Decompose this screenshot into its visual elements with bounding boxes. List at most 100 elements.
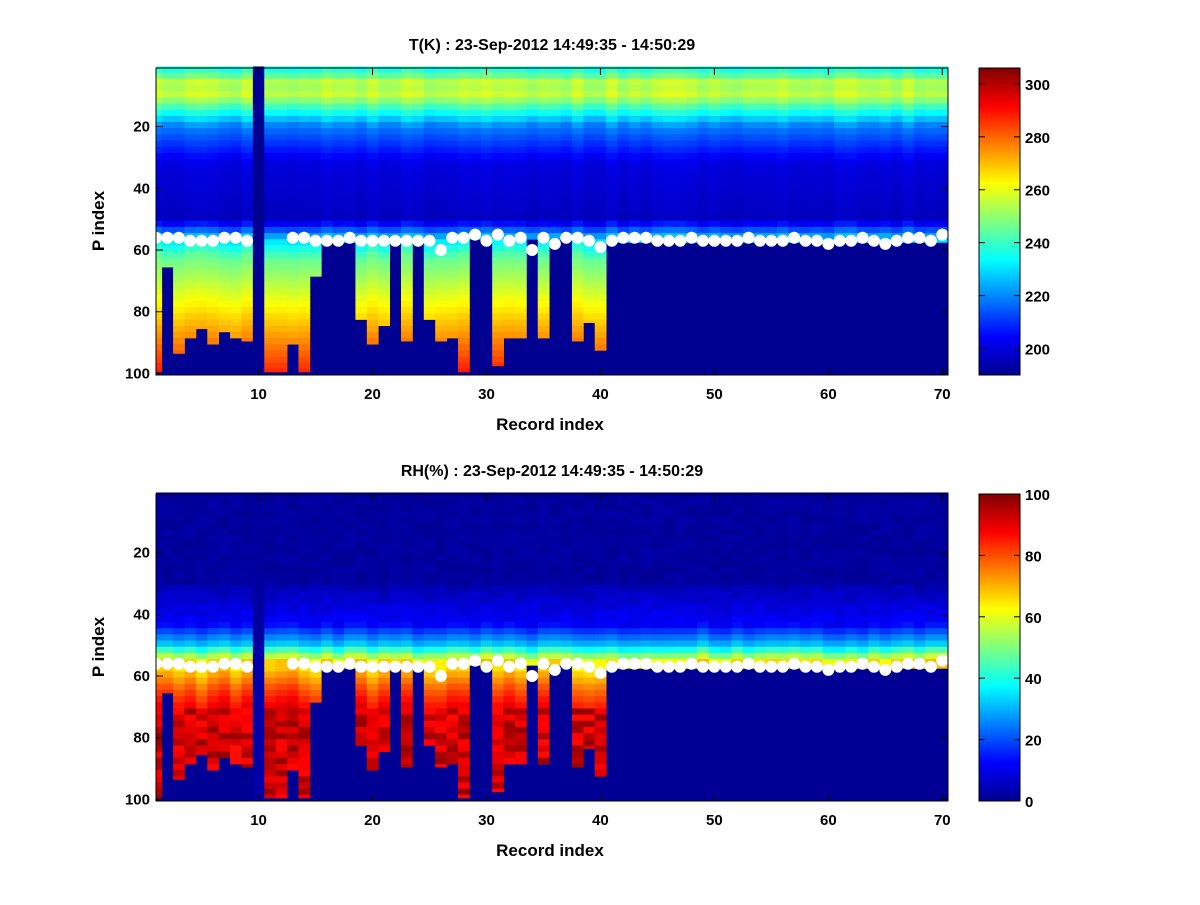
heatmap-cell — [390, 529, 402, 536]
heatmap-cell — [526, 573, 538, 580]
heatmap-cell — [515, 616, 527, 623]
heatmap-cell — [424, 678, 436, 685]
heatmap-cell — [412, 202, 424, 209]
heatmap-cell — [264, 270, 276, 277]
heatmap-cell — [583, 542, 595, 549]
heatmap-cell — [173, 634, 185, 641]
heatmap-cell — [184, 616, 196, 623]
heatmap-cell — [754, 91, 766, 98]
heatmap-cell — [868, 116, 880, 123]
heatmap-cell — [697, 116, 709, 123]
heatmap-cell — [264, 103, 276, 110]
heatmap-cell — [652, 73, 664, 80]
heatmap-cell — [435, 696, 447, 703]
heatmap-cell — [675, 492, 687, 499]
heatmap-cell — [663, 103, 675, 110]
heatmap-cell — [686, 585, 698, 592]
heatmap-cell — [686, 647, 698, 654]
heatmap-cell — [469, 511, 481, 518]
heatmap-cell — [572, 326, 584, 333]
heatmap-cell — [538, 190, 550, 197]
heatmap-cell — [390, 159, 402, 166]
heatmap-cell — [276, 103, 288, 110]
heatmap-cell — [697, 499, 709, 506]
record-column — [675, 66, 687, 242]
heatmap-cell — [424, 585, 436, 592]
heatmap-cell — [378, 647, 390, 654]
heatmap-cell — [709, 554, 721, 561]
heatmap-cell — [606, 103, 618, 110]
heatmap-cell — [720, 597, 732, 604]
heatmap-cell — [595, 171, 607, 178]
heatmap-cell — [276, 591, 288, 598]
y-tick-label: 20 — [133, 119, 150, 136]
heatmap-cell — [310, 165, 322, 172]
heatmap-cell — [378, 110, 390, 117]
record-column — [777, 492, 789, 668]
heatmap-cell — [914, 91, 926, 98]
heatmap-cell — [367, 264, 379, 271]
heatmap-cell — [811, 116, 823, 123]
heatmap-cell — [264, 634, 276, 641]
heatmap-cell — [253, 239, 265, 246]
heatmap-cell — [538, 579, 550, 586]
heatmap-cell — [766, 492, 778, 499]
surface-marker — [458, 232, 470, 244]
heatmap-cell — [880, 66, 892, 73]
heatmap-cell — [777, 622, 789, 629]
heatmap-cell — [572, 647, 584, 654]
heatmap-cell — [276, 715, 288, 722]
heatmap-cell — [526, 91, 538, 98]
heatmap-cell — [287, 159, 299, 166]
heatmap-cell — [196, 171, 208, 178]
heatmap-cell — [253, 258, 265, 265]
heatmap-cell — [276, 789, 288, 796]
heatmap-cell — [868, 79, 880, 86]
heatmap-cell — [618, 641, 630, 648]
heatmap-cell — [435, 215, 447, 222]
heatmap-cell — [241, 165, 253, 172]
heatmap-cell — [310, 79, 322, 86]
heatmap-cell — [412, 548, 424, 555]
heatmap-cell — [424, 116, 436, 123]
heatmap-cell — [709, 208, 721, 215]
heatmap-cell — [834, 604, 846, 611]
heatmap-cell — [219, 313, 231, 320]
heatmap-cell — [526, 215, 538, 222]
heatmap-cell — [504, 752, 516, 759]
heatmap-cell — [310, 270, 322, 277]
heatmap-cell — [447, 721, 459, 728]
heatmap-cell — [435, 178, 447, 185]
heatmap-cell — [469, 190, 481, 197]
heatmap-cell — [264, 363, 276, 370]
heatmap-cell — [469, 134, 481, 141]
surface-marker — [389, 235, 401, 247]
heatmap-cell — [424, 270, 436, 277]
heatmap-cell — [355, 79, 367, 86]
heatmap-cell — [424, 567, 436, 574]
heatmap-cell — [697, 153, 709, 160]
heatmap-cell — [241, 202, 253, 209]
heatmap-cell — [333, 97, 345, 104]
heatmap-cell — [731, 492, 743, 499]
heatmap-cell — [777, 579, 789, 586]
heatmap-cell — [230, 554, 242, 561]
heatmap-cell — [241, 85, 253, 92]
heatmap-cell — [754, 134, 766, 141]
heatmap-cell — [663, 221, 675, 228]
heatmap-cell — [310, 542, 322, 549]
heatmap-cell — [378, 517, 390, 524]
heatmap-cell — [435, 282, 447, 289]
heatmap-cell — [264, 258, 276, 265]
heatmap-cell — [367, 128, 379, 135]
heatmap-cell — [355, 116, 367, 123]
record-column — [207, 66, 219, 344]
heatmap-cell — [606, 122, 618, 129]
heatmap-cell — [492, 585, 504, 592]
heatmap-cell — [720, 85, 732, 92]
heatmap-cell — [481, 171, 493, 178]
heatmap-cell — [253, 745, 265, 752]
heatmap-cell — [606, 134, 618, 141]
record-column — [230, 66, 242, 338]
heatmap-cell — [196, 542, 208, 549]
